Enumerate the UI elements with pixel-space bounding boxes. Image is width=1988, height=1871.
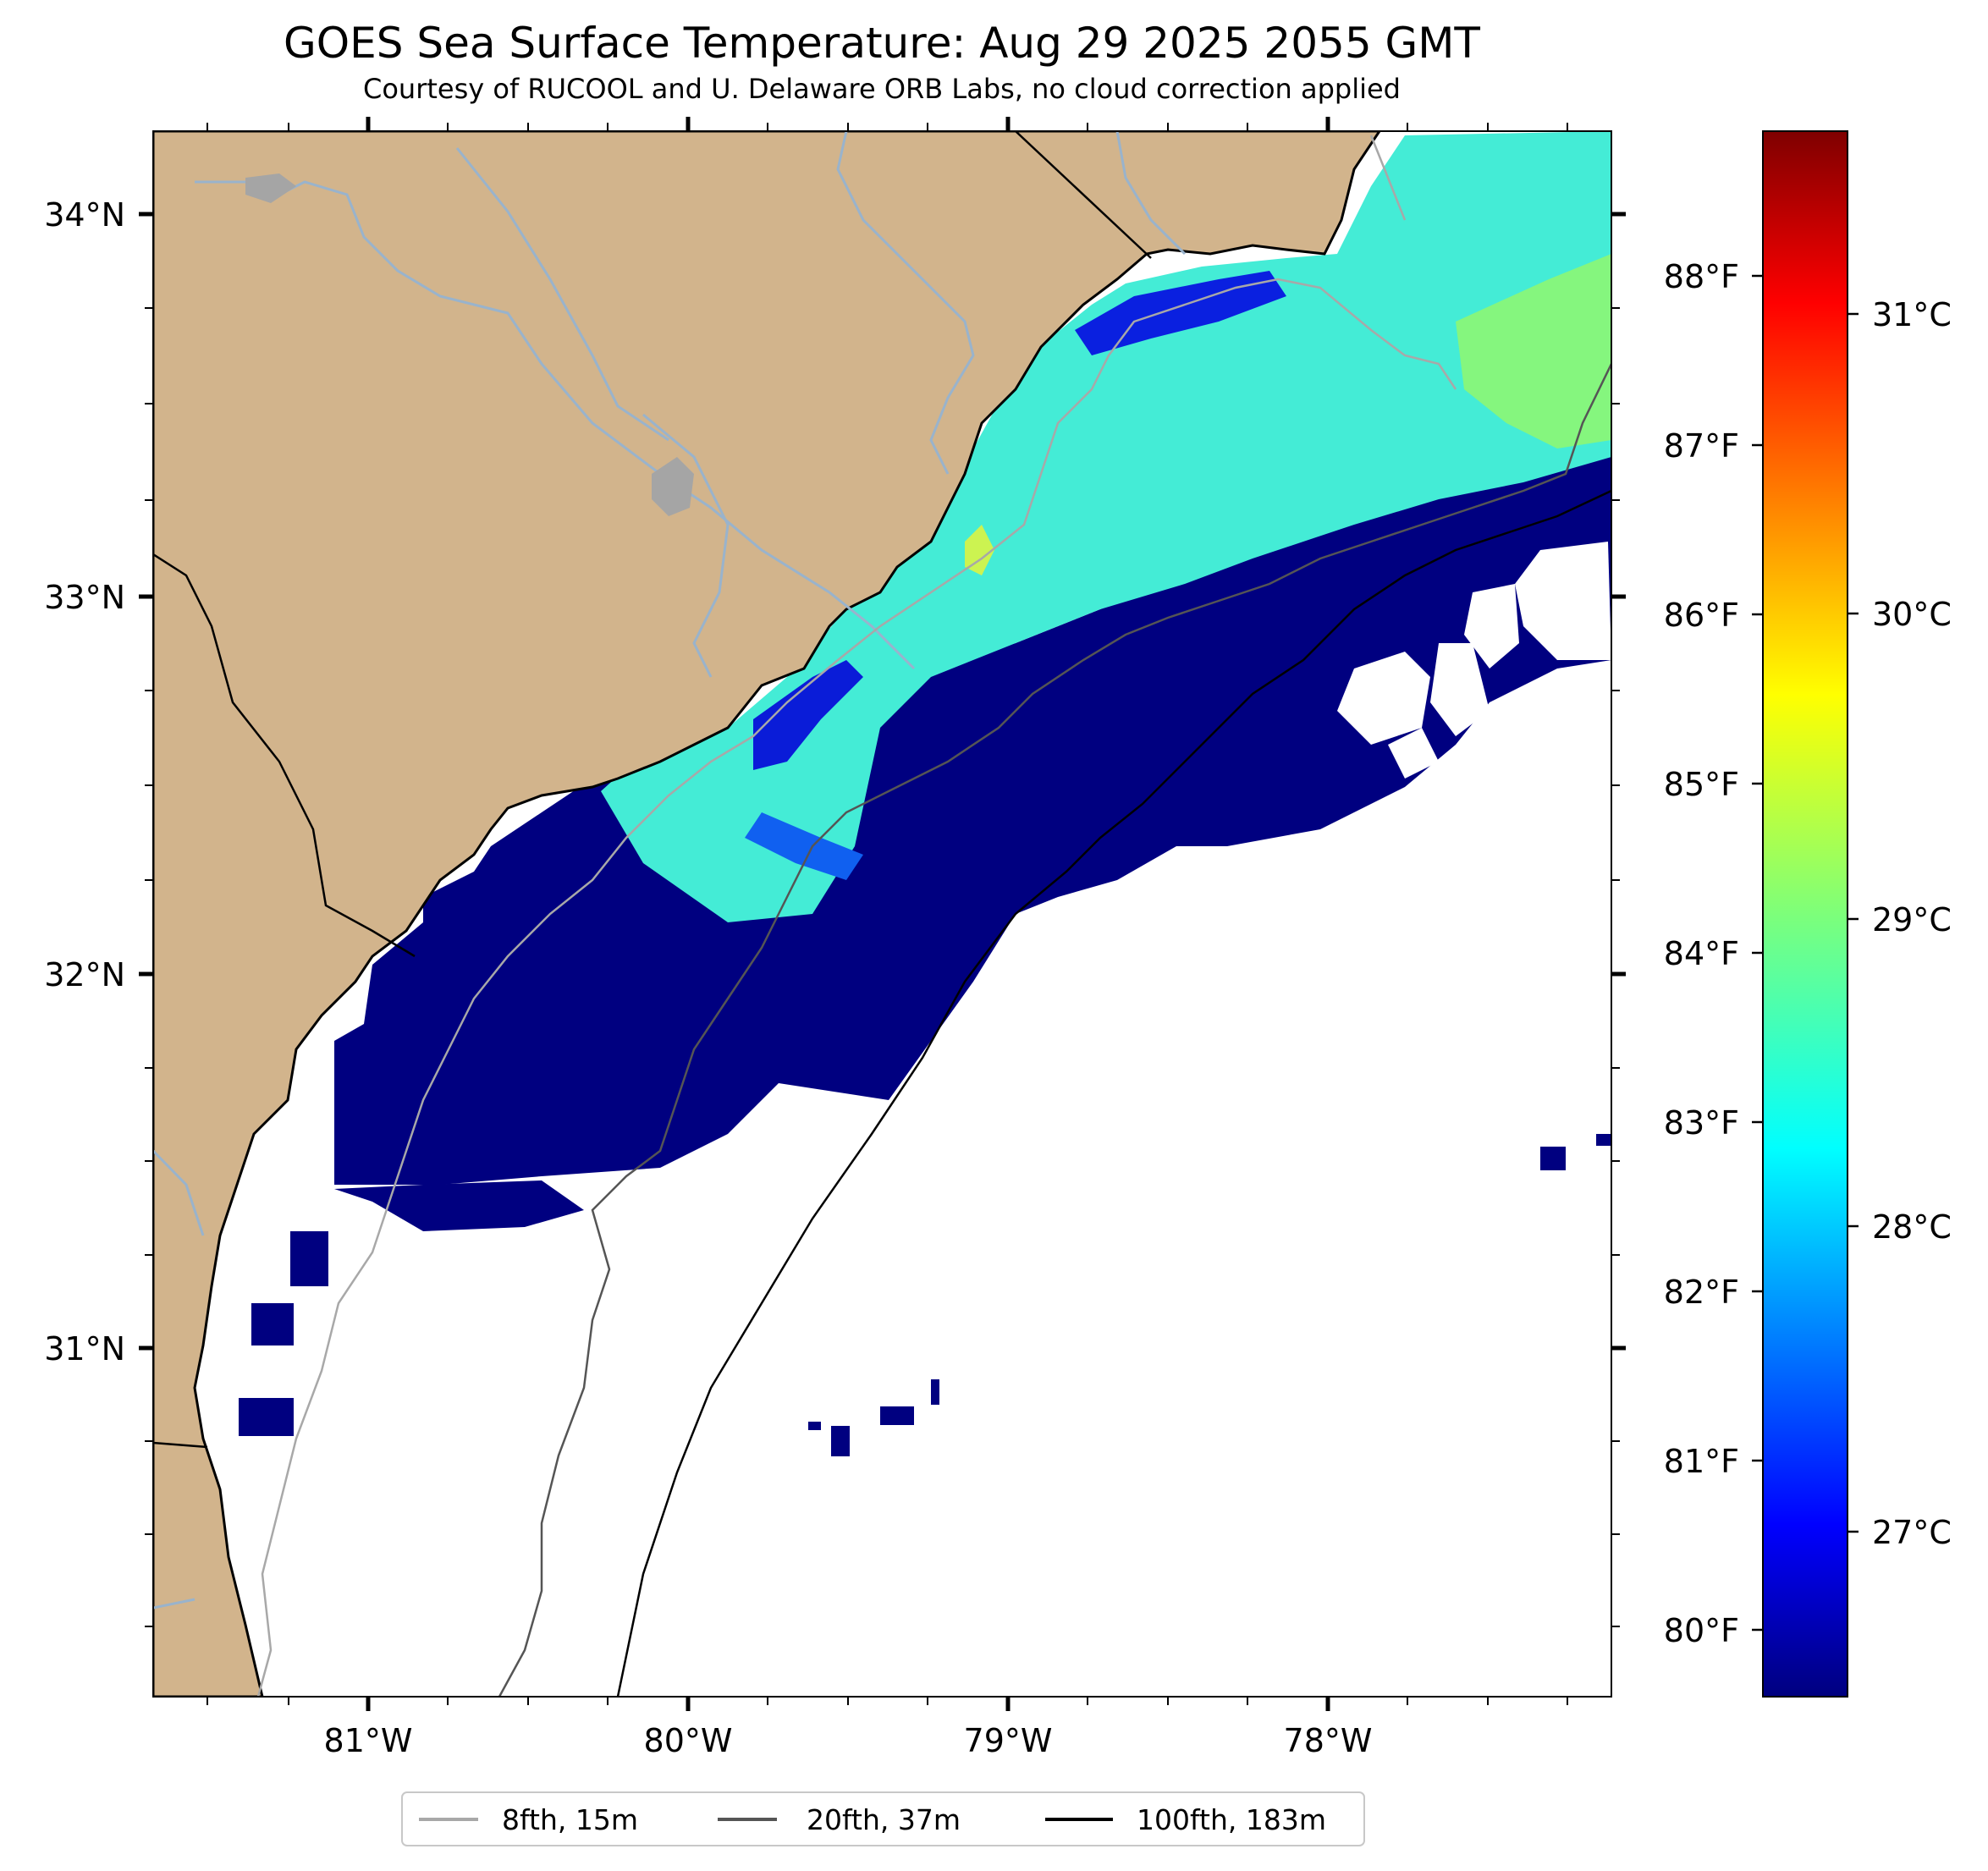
fahrenheit-tick-label: 86°F <box>1664 597 1739 634</box>
sst-nearshore-cool <box>745 812 863 880</box>
celsius-tick-label: 30°C <box>1872 596 1952 633</box>
sst-patch <box>1596 1134 1611 1146</box>
sst-warm-shelf <box>601 131 1611 922</box>
fahrenheit-ticks <box>1752 274 1763 1632</box>
sst-patch <box>1193 787 1253 804</box>
isobath-183m <box>616 489 1611 1697</box>
sst-patch <box>251 1303 294 1345</box>
fahrenheit-tick-label: 85°F <box>1664 766 1739 803</box>
legend-label-8fth: 8fth, 15m <box>502 1803 638 1836</box>
cloud-gap <box>1430 643 1490 736</box>
figure-title: GOES Sea Surface Temperature: Aug 29 202… <box>284 19 1480 68</box>
celsius-tick-label: 29°C <box>1872 901 1952 938</box>
lat-major-ticks <box>139 212 1626 1351</box>
cloud-gap <box>1464 584 1519 669</box>
sst-cold-band <box>334 453 1611 1185</box>
sst-cold-band-south <box>334 1180 584 1231</box>
celsius-tick-label: 27°C <box>1872 1514 1952 1551</box>
celsius-tick-label: 31°C <box>1872 296 1952 333</box>
sst-patch <box>931 1379 939 1405</box>
sst-patch <box>239 1398 294 1436</box>
figure-subtitle: Courtesy of RUCOOL and U. Delaware ORB L… <box>363 73 1401 105</box>
lake <box>245 173 296 203</box>
cloud-gap <box>1337 652 1430 745</box>
land-mainland <box>153 131 1381 1697</box>
sst-patch <box>880 1406 914 1425</box>
sst-patch <box>1244 762 1261 783</box>
rivers <box>153 131 1187 1610</box>
fahrenheit-tick-label: 84°F <box>1664 935 1739 972</box>
lon-major-ticks <box>366 117 1330 1711</box>
legend-label-100fth: 100fth, 183m <box>1137 1803 1326 1836</box>
celsius-tick-label: 28°C <box>1872 1208 1952 1246</box>
lon-minor-ticks <box>207 123 1568 1705</box>
lat-minor-ticks <box>145 307 1620 1627</box>
colorbar <box>1762 130 1848 1698</box>
fahrenheit-tick-label: 88°F <box>1664 258 1739 295</box>
lake <box>652 457 694 516</box>
fahrenheit-tick-label: 82°F <box>1664 1274 1739 1311</box>
cloud-gap <box>1515 542 1611 660</box>
cloud-gap <box>1388 728 1439 779</box>
legend-box <box>401 1791 1365 1846</box>
map-panel <box>153 131 1611 1697</box>
sst-warm-core <box>1456 254 1611 448</box>
sst-patch <box>290 1231 328 1286</box>
sst-patch <box>1358 762 1379 785</box>
state-borders <box>153 131 1152 1449</box>
lat-tick-label: 31°N <box>44 1330 125 1367</box>
lon-tick-label: 81°W <box>324 1722 413 1759</box>
sst-nearshore-cool <box>1075 271 1286 355</box>
fahrenheit-tick-label: 83°F <box>1664 1104 1739 1142</box>
map-frame <box>152 130 1612 1698</box>
legend: 8fth, 15m 20fth, 37m 100fth, 183m <box>401 1791 1365 1846</box>
sst-warm-spot <box>965 525 994 575</box>
isobath-37m <box>498 363 1611 1697</box>
lat-tick-label: 34°N <box>44 196 125 234</box>
sst-patch <box>1540 1147 1566 1170</box>
fahrenheit-tick-label: 87°F <box>1664 427 1739 465</box>
lon-tick-label: 78°W <box>1284 1722 1373 1759</box>
lat-tick-label: 32°N <box>44 956 125 993</box>
celsius-ticks <box>1848 312 1859 1533</box>
isobath-15m <box>256 135 1457 1697</box>
fahrenheit-tick-label: 81°F <box>1664 1443 1739 1480</box>
fahrenheit-tick-label: 80°F <box>1664 1612 1739 1649</box>
sst-patch <box>808 1422 821 1430</box>
lon-tick-label: 79°W <box>964 1722 1053 1759</box>
lon-tick-label: 80°W <box>644 1722 733 1759</box>
sst-nearshore-cool <box>753 660 863 770</box>
legend-label-20fth: 20fth, 37m <box>807 1803 961 1836</box>
sst-patch <box>831 1426 850 1456</box>
lat-tick-label: 33°N <box>44 579 125 616</box>
